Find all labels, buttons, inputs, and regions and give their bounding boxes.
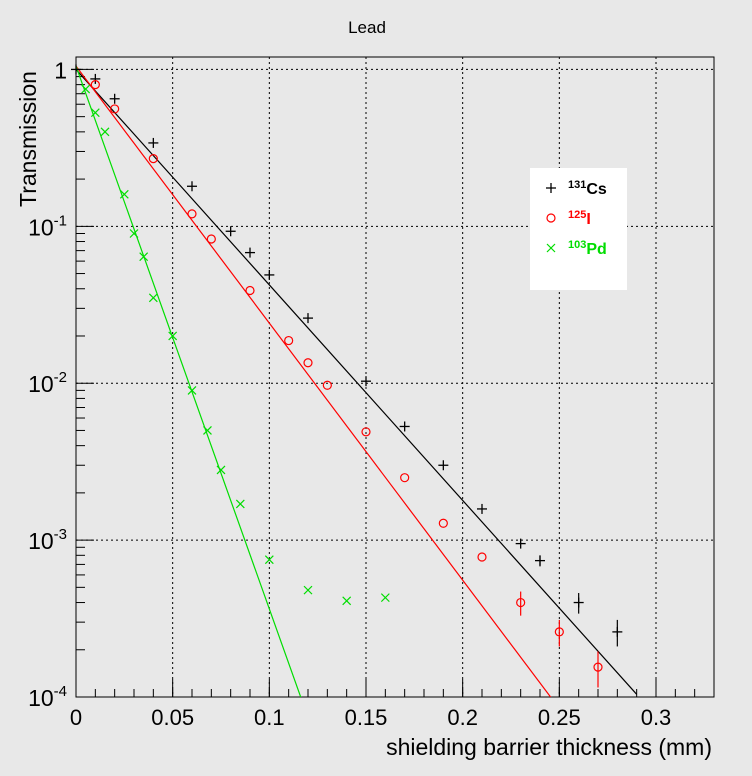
- data-point-cs: [399, 421, 410, 432]
- data-point-cs: [264, 269, 275, 280]
- y-tick-base: 1: [54, 57, 67, 83]
- legend-element-symbol: Pd: [586, 241, 606, 258]
- data-point-cs: [303, 313, 313, 324]
- y-tick-base: 10: [28, 528, 54, 554]
- axis-ticks: [75, 68, 715, 698]
- data-point-cs: [612, 619, 623, 647]
- x-tick-label: 0.25: [538, 705, 581, 730]
- fit-line-i: [76, 65, 552, 697]
- data-point-pd: [148, 293, 158, 303]
- data-point-i: [206, 234, 216, 244]
- data-point-cs: [515, 538, 526, 549]
- fit-line-pd: [76, 65, 302, 697]
- data-point-pd: [139, 252, 149, 262]
- legend-mass-number: 125: [568, 209, 586, 221]
- data-point-pd: [380, 593, 390, 603]
- x-axis-label: shielding barrier thickness (mm): [386, 734, 712, 760]
- y-tick-base: 10: [28, 214, 54, 240]
- data-point-pd: [100, 127, 110, 137]
- data-point-cs: [148, 137, 159, 148]
- data-point-i: [245, 285, 255, 296]
- data-point-pd: [168, 331, 178, 341]
- data-point-pd: [235, 499, 245, 509]
- chart-title: Lead: [348, 18, 386, 37]
- data-point-pd: [81, 84, 91, 94]
- y-tick-base: 10: [28, 371, 54, 397]
- data-point-cs: [361, 376, 371, 387]
- data-point-i: [516, 591, 526, 616]
- data-point-cs: [71, 64, 81, 75]
- data-point-cs: [535, 555, 545, 567]
- y-tick-label: 10-4: [28, 683, 67, 711]
- data-point-i: [148, 154, 158, 164]
- legend-mass-number: 103: [568, 239, 586, 251]
- data-point-i: [400, 473, 410, 483]
- data-point-i: [361, 427, 371, 437]
- legend-marker-cs: [546, 183, 556, 193]
- data-point-cs: [90, 73, 101, 84]
- data-point-cs: [225, 226, 236, 237]
- data-point-cs: [109, 93, 120, 104]
- data-point-i: [477, 552, 487, 562]
- legend-element-symbol: I: [586, 211, 590, 228]
- data-point-cs: [245, 247, 255, 258]
- y-tick-exponent: -1: [54, 212, 67, 229]
- y-tick-label: 1: [54, 57, 67, 83]
- legend-marker-pd: [546, 243, 556, 253]
- y-tick-label: 10-1: [28, 212, 67, 240]
- y-tick-label: 10-2: [28, 369, 67, 397]
- data-point-i: [554, 619, 564, 647]
- x-tick-label: 0.3: [641, 705, 672, 730]
- fit-line-cs: [76, 69, 638, 695]
- data-point-i: [110, 104, 120, 114]
- legend-label-pd: 103Pd: [568, 239, 607, 258]
- data-point-pd: [129, 229, 139, 238]
- legend-marker-i: [546, 213, 556, 223]
- data-point-i: [438, 518, 448, 528]
- data-point-pd: [90, 108, 100, 118]
- data-point-i: [303, 358, 313, 368]
- x-tick-label: 0.05: [151, 705, 194, 730]
- data-point-cs: [438, 460, 449, 471]
- x-tick-label: 0.1: [254, 705, 285, 730]
- y-tick-exponent: -2: [54, 369, 67, 386]
- data-point-i: [187, 209, 197, 219]
- y-tick-exponent: -4: [54, 683, 67, 700]
- data-point-pd: [187, 385, 197, 395]
- data-points: [71, 64, 623, 688]
- y-tick-base: 10: [28, 685, 54, 711]
- data-point-pd: [203, 426, 212, 435]
- legend-label-cs: 131Cs: [568, 179, 607, 198]
- legend-mass-number: 131: [568, 179, 586, 191]
- data-point-cs: [573, 593, 584, 614]
- data-point-pd: [264, 555, 274, 565]
- data-point-i: [90, 80, 100, 90]
- x-tick-label: 0.2: [447, 705, 478, 730]
- data-point-pd: [119, 189, 129, 199]
- y-axis-label: Transmission: [15, 71, 41, 207]
- data-point-i: [593, 651, 603, 688]
- grid-lines: [76, 57, 714, 697]
- data-point-cs: [477, 503, 487, 514]
- data-point-pd: [216, 465, 226, 475]
- legend-element-symbol: Cs: [586, 181, 607, 198]
- data-point-pd: [303, 585, 313, 595]
- data-point-cs: [187, 181, 197, 192]
- x-tick-label: 0.15: [345, 705, 388, 730]
- data-point-i: [322, 380, 332, 390]
- legend-label-i: 125I: [568, 209, 591, 228]
- plot-frame: [75, 56, 715, 698]
- x-tick-label: 0: [70, 705, 82, 730]
- fit-lines: [76, 65, 638, 697]
- y-tick-label: 10-3: [28, 526, 67, 554]
- data-point-i: [284, 335, 294, 346]
- data-point-pd: [342, 596, 352, 606]
- y-tick-exponent: -3: [54, 526, 67, 543]
